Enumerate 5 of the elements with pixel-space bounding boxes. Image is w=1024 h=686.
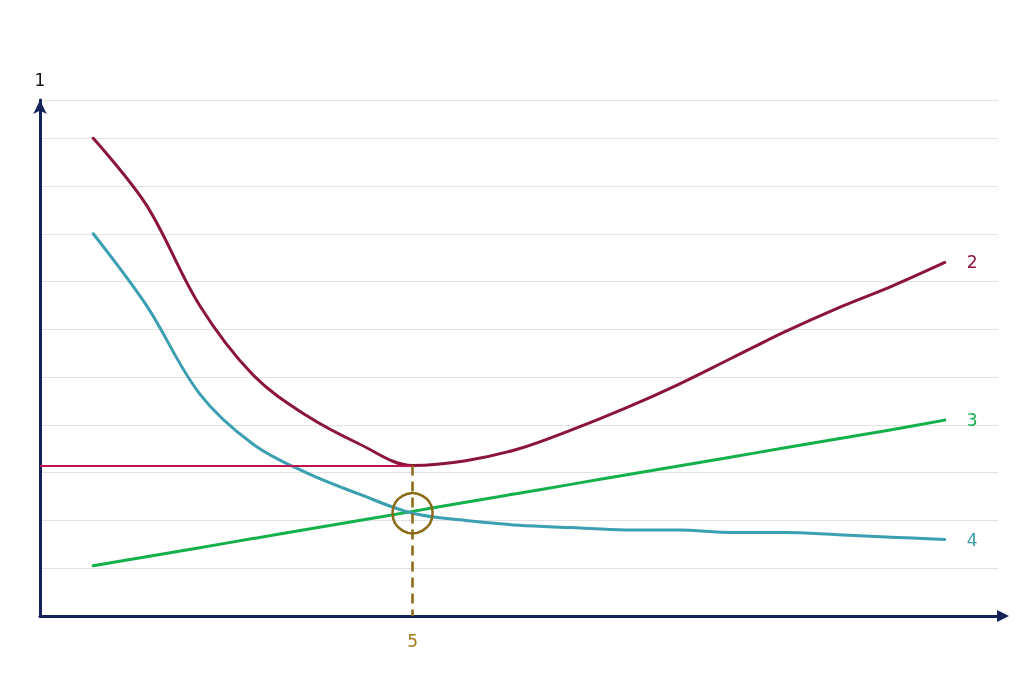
- series-label: 4: [966, 529, 978, 550]
- text: 5: [407, 630, 418, 651]
- y-axis-title: 1: [34, 69, 46, 90]
- series-label: 2: [966, 252, 978, 273]
- series-label: 3: [966, 410, 978, 431]
